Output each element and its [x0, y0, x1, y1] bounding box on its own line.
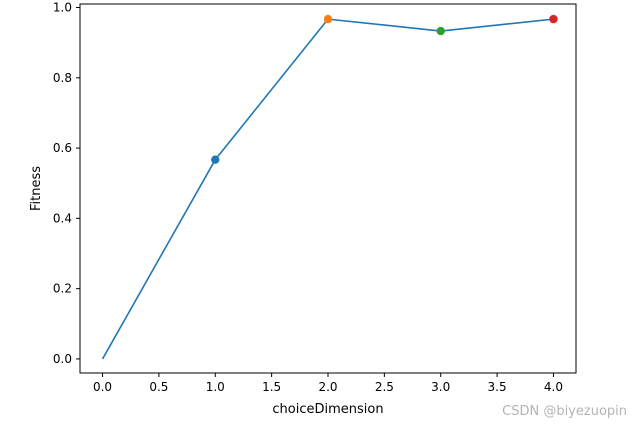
data-point	[323, 14, 333, 24]
x-tick-label: 1.5	[262, 380, 281, 394]
data-point	[211, 155, 220, 164]
x-tick-label: 0.0	[93, 380, 112, 394]
y-tick-label: 1.0	[53, 1, 72, 15]
x-tick-label: 4.0	[544, 380, 563, 394]
watermark: CSDN @biyezuopin	[502, 404, 627, 419]
series-line	[101, 18, 554, 360]
y-axis-label: Fitness	[29, 166, 44, 211]
y-tick-label: 0.8	[53, 71, 72, 85]
y-tick-label: 0.2	[53, 282, 72, 296]
data-point	[436, 26, 445, 36]
x-tick-label: 3.5	[488, 380, 507, 394]
x-tick-label: 2.5	[375, 380, 394, 394]
x-tick-label: 3.0	[431, 380, 450, 394]
y-tick-label: 0.0	[53, 352, 72, 366]
x-axis-label: choiceDimension	[272, 402, 383, 417]
data-point	[549, 14, 558, 24]
y-tick-label: 0.6	[53, 141, 72, 155]
plot-frame	[79, 3, 577, 374]
x-tick-label: 2.0	[318, 380, 337, 394]
x-tick-label: 0.5	[149, 380, 168, 394]
x-tick-label: 1.0	[206, 380, 225, 394]
y-tick-label: 0.4	[53, 211, 72, 225]
